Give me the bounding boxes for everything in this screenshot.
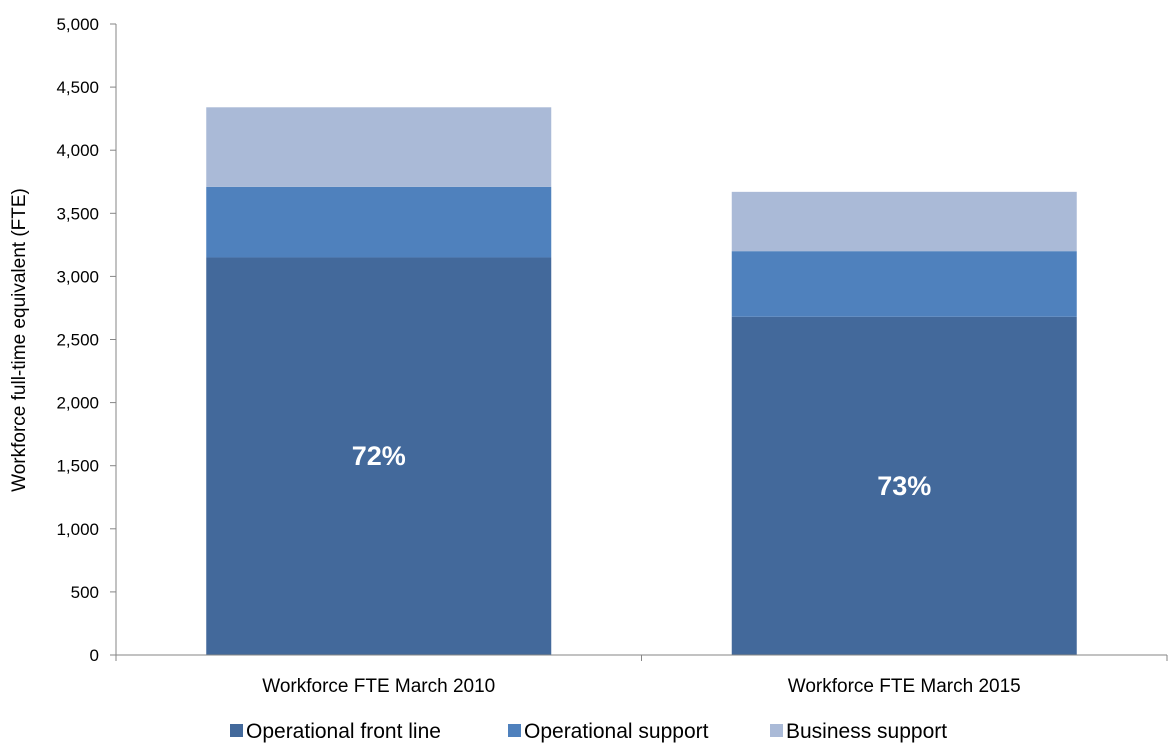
bar-segment bbox=[206, 257, 552, 655]
bar-segment bbox=[731, 251, 1077, 317]
legend-label: Business support bbox=[786, 720, 947, 743]
legend-swatch bbox=[230, 724, 243, 737]
x-tick-label: Workforce FTE March 2010 bbox=[262, 676, 495, 697]
bars bbox=[206, 107, 1077, 655]
y-tick-label: 0 bbox=[90, 646, 99, 665]
y-tick-label: 3,500 bbox=[56, 204, 99, 223]
y-tick-label: 1,500 bbox=[56, 457, 99, 476]
legend-item: Operational front line bbox=[230, 720, 441, 743]
legend-label: Operational support bbox=[524, 720, 709, 743]
y-axis-ticks: 0 500 1,000 1,500 2,000 2,500 3,000 3,500 4,000 4… bbox=[56, 15, 116, 665]
y-axis-title: Workforce full-time equivalent (FTE) bbox=[9, 188, 30, 492]
y-tick-label: 1,000 bbox=[56, 520, 99, 539]
data-labels: 72% 73% bbox=[352, 441, 932, 501]
y-tick-label: 5,000 bbox=[56, 15, 99, 34]
bar-data-label: 73% bbox=[877, 471, 931, 501]
bar-segment bbox=[206, 107, 552, 187]
legend-item: Business support bbox=[770, 720, 947, 743]
legend-item: Operational support bbox=[508, 720, 709, 743]
bar-segment bbox=[206, 186, 552, 258]
y-tick-label: 3,000 bbox=[56, 267, 99, 286]
bar-segment bbox=[731, 316, 1077, 655]
legend-swatch bbox=[770, 724, 783, 737]
y-tick-label: 4,500 bbox=[56, 78, 99, 97]
y-tick-label: 500 bbox=[71, 583, 99, 602]
x-tick-label: Workforce FTE March 2015 bbox=[788, 676, 1021, 697]
x-axis-ticks: Workforce FTE March 2010 Workforce FTE Ma… bbox=[115, 655, 1168, 697]
legend: Operational front line Operational suppor… bbox=[230, 720, 947, 743]
y-tick-label: 2,500 bbox=[56, 331, 99, 350]
bar-segment bbox=[731, 191, 1077, 252]
y-tick-label: 2,000 bbox=[56, 394, 99, 413]
y-tick-label: 4,000 bbox=[56, 141, 99, 160]
bar-data-label: 72% bbox=[352, 441, 406, 471]
legend-swatch bbox=[508, 724, 521, 737]
legend-label: Operational front line bbox=[246, 720, 441, 743]
